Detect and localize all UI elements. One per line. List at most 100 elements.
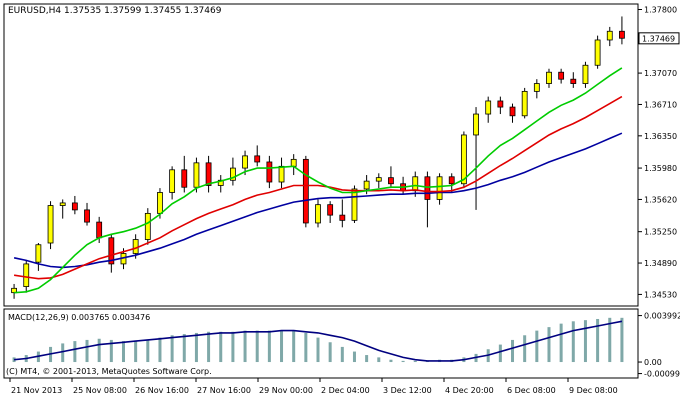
candle — [570, 72, 577, 88]
candle — [375, 173, 382, 189]
candle — [485, 96, 492, 123]
macd-histogram-bar — [511, 339, 515, 363]
candle-body — [570, 78, 577, 84]
ma-blue-line — [13, 132, 623, 269]
macd-tick-label: 0.003992 — [644, 312, 680, 321]
candle — [278, 157, 285, 189]
candle-body — [327, 204, 334, 216]
candles-layer — [11, 16, 625, 299]
candle-body — [351, 188, 358, 221]
macd-histogram-bar — [328, 342, 332, 363]
macd-histogram-bar — [608, 317, 612, 363]
macd-histogram-bar — [304, 332, 308, 363]
macd-histogram-bar — [170, 335, 174, 363]
candle-body — [375, 177, 382, 182]
ma-red-line — [13, 95, 623, 280]
candle-body — [388, 177, 394, 185]
candle — [315, 199, 321, 228]
candle — [230, 157, 236, 186]
candle — [47, 201, 54, 250]
candle-body — [254, 155, 261, 163]
price-axis: 1.37800 1.37070 1.36710 1.36350 1.35980 1.356… — [638, 5, 677, 299]
candle-body — [242, 155, 248, 169]
time-tick-label: 25 Nov 08:00 — [73, 386, 127, 395]
copyright-text: (C) MT4, © 2001-2013, MetaQuotes Softwar… — [6, 367, 212, 376]
candle — [546, 68, 552, 88]
time-tick-label: 2 Dec 04:00 — [321, 386, 370, 395]
candle-body — [558, 71, 565, 80]
time-tick-label: 3 Dec 12:00 — [383, 386, 432, 395]
candle — [594, 35, 601, 69]
candle-body — [23, 263, 30, 287]
candle-body — [108, 237, 115, 265]
macd-histogram-bar — [12, 357, 16, 363]
macd-histogram-bar — [352, 351, 356, 363]
candle — [388, 166, 394, 189]
moving-averages-layer — [13, 67, 623, 294]
candle — [169, 166, 176, 200]
macd-histogram-bar — [194, 332, 198, 363]
candle-body — [521, 90, 528, 117]
candle — [59, 199, 66, 219]
candle-body — [230, 167, 236, 181]
candle-body — [47, 205, 54, 244]
price-tick-label: 1.34890 — [644, 259, 677, 268]
candle — [254, 145, 261, 167]
candle-body — [315, 204, 321, 224]
candle — [181, 155, 188, 193]
macd-histogram-bar — [365, 355, 369, 363]
candle-body — [278, 165, 285, 183]
time-tick-label: 26 Nov 16:00 — [135, 386, 189, 395]
candle — [497, 96, 504, 115]
macd-histogram-bar — [219, 331, 223, 363]
macd-histogram-bar — [620, 317, 624, 363]
candle-body — [205, 162, 212, 186]
macd-histogram-bar — [340, 346, 344, 363]
candle-body — [59, 202, 66, 206]
candle-body — [594, 39, 601, 66]
price-tick-label: 1.35620 — [644, 195, 677, 204]
candle-body — [473, 113, 479, 136]
candle-body — [84, 209, 90, 223]
candle-body — [339, 214, 346, 221]
candle — [108, 234, 115, 273]
macd-histogram-bar — [158, 337, 162, 363]
macd-histogram-bar — [596, 318, 600, 363]
ma-green-line — [14, 67, 623, 294]
macd-histogram-bar — [243, 330, 247, 363]
candle-body — [509, 106, 516, 117]
candle-body — [290, 158, 297, 167]
candle-body — [497, 100, 504, 108]
macd-histogram-bar — [523, 335, 527, 363]
time-tick-label: 21 Nov 2013 — [11, 386, 62, 395]
time-tick-label: 6 Dec 08:00 — [507, 386, 556, 395]
candle — [266, 155, 273, 189]
svg-text:1.37469: 1.37469 — [642, 34, 675, 43]
candle — [619, 16, 625, 45]
candle — [558, 68, 565, 84]
candle-body — [11, 287, 17, 294]
time-tick-label: 29 Nov 00:00 — [259, 386, 313, 395]
macd-histogram-bar — [547, 327, 551, 363]
candle — [521, 87, 528, 119]
macd-histogram-bar — [389, 359, 393, 363]
candle — [582, 61, 589, 88]
candle — [84, 202, 90, 226]
price-tick-label: 1.34530 — [644, 290, 677, 299]
macd-tick-label: 0.00 — [644, 358, 662, 367]
candle — [509, 103, 516, 123]
candle-body — [96, 221, 103, 239]
candle — [302, 155, 309, 228]
macd-histogram-bar — [316, 337, 320, 363]
candle-body — [424, 176, 431, 200]
candle — [35, 243, 42, 271]
candle — [144, 208, 151, 245]
symbol-title: EURUSD,H4 1.37535 1.37599 1.37455 1.3746… — [8, 6, 222, 16]
candle-body — [266, 161, 273, 183]
price-tick-label: 1.37070 — [644, 69, 677, 78]
candle — [71, 195, 78, 215]
macd-histogram-bar — [207, 331, 211, 363]
macd-histogram-bar — [413, 360, 417, 363]
